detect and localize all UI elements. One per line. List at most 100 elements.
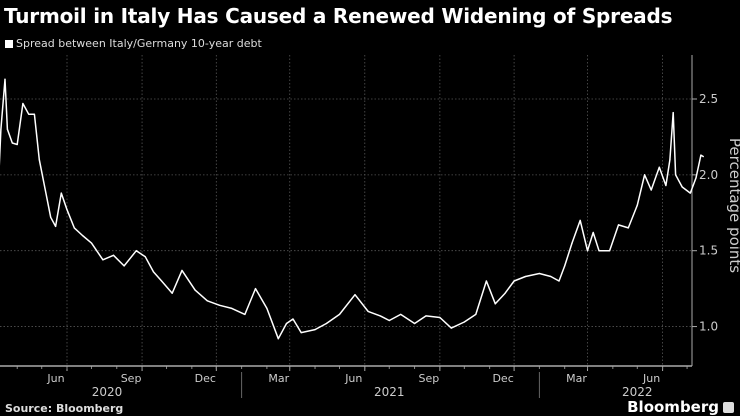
data-point (450, 327, 452, 329)
data-point (60, 192, 62, 194)
data-point (636, 204, 638, 206)
data-point (102, 259, 104, 261)
data-point (4, 78, 6, 80)
data-point (463, 321, 465, 323)
data-point (28, 113, 30, 115)
data-point (152, 271, 155, 273)
data-point (135, 250, 137, 252)
bloomberg-chart-icon (723, 402, 734, 413)
y-tick-label: 2.5 (699, 92, 718, 106)
data-point (171, 292, 173, 294)
data-point (338, 313, 341, 316)
data-point (524, 275, 527, 278)
x-tick-label: Mar (566, 372, 587, 385)
data-point (244, 313, 246, 316)
data-point (181, 269, 183, 272)
source-note: Source: Bloomberg (5, 402, 124, 415)
data-point (650, 189, 652, 191)
data-point (161, 280, 163, 282)
data-point (81, 234, 84, 237)
data-point (277, 338, 279, 340)
data-point (90, 242, 93, 244)
data-point (485, 280, 487, 282)
data-point (388, 319, 390, 322)
data-point (681, 186, 683, 188)
data-point (206, 300, 208, 302)
data-point (592, 231, 594, 234)
data-point (54, 225, 57, 228)
data-point (6, 128, 9, 130)
x-tick-label: Sep (121, 372, 142, 385)
x-tick-label: Jun (46, 372, 64, 385)
data-point (558, 280, 560, 282)
data-point (672, 112, 674, 114)
data-point (16, 143, 18, 146)
data-point (538, 272, 540, 275)
data-point (300, 332, 302, 334)
data-point (0, 128, 2, 130)
x-tick-label: Mar (268, 372, 289, 385)
data-point (504, 292, 506, 294)
data-point (617, 224, 620, 226)
data-point (194, 289, 196, 291)
data-point (73, 227, 75, 229)
series-line (0, 78, 704, 340)
data-point (22, 102, 24, 105)
data-point (644, 174, 646, 176)
data-point (354, 294, 356, 296)
brand-name: Bloomberg (627, 398, 719, 416)
data-point (314, 328, 316, 331)
data-point (702, 156, 704, 158)
data-point (38, 159, 40, 161)
legend-swatch-icon (5, 39, 13, 48)
data-point (112, 254, 115, 256)
data-point (144, 256, 146, 258)
data-point (550, 275, 552, 278)
data-point (254, 288, 257, 290)
x-tick-label: Jun (344, 372, 362, 385)
data-point (218, 304, 221, 306)
data-point (50, 216, 52, 218)
data-point (292, 318, 294, 320)
x-tick-label: Dec (492, 372, 513, 385)
data-point (669, 159, 671, 161)
data-point (608, 250, 611, 252)
data-point (564, 265, 566, 267)
y-tick-label: 1.5 (699, 244, 718, 258)
data-point (513, 280, 515, 282)
brand-logo: Bloomberg (627, 400, 734, 415)
data-point (266, 307, 268, 309)
y-tick-label: 1.0 (699, 320, 718, 334)
data-point (658, 166, 660, 168)
data-point (627, 227, 629, 229)
x-tick-label: Jun (642, 372, 660, 385)
x-tick-label: Sep (418, 372, 439, 385)
data-point (33, 113, 35, 115)
data-point (379, 315, 381, 317)
x-year-label: 2022 (622, 385, 653, 399)
data-point (675, 174, 677, 176)
data-point (413, 322, 416, 325)
data-point (598, 250, 600, 252)
data-point (325, 322, 328, 325)
data-point (689, 192, 691, 194)
data-point (579, 219, 581, 221)
data-point (11, 142, 13, 144)
data-point (571, 242, 573, 244)
data-point (285, 322, 288, 325)
legend-label: Spread between Italy/Germany 10-year deb… (16, 37, 262, 50)
data-point (695, 177, 697, 179)
legend: Spread between Italy/Germany 10-year deb… (5, 37, 262, 50)
x-year-label: 2021 (374, 385, 405, 399)
chart-title: Turmoil in Italy Has Caused a Renewed Wi… (4, 4, 673, 28)
data-point (665, 184, 667, 187)
data-point (400, 313, 402, 316)
y-axis-label: Percentage points (726, 138, 740, 273)
data-point (586, 250, 589, 252)
data-point (425, 315, 427, 317)
x-tick-label: Dec (195, 372, 216, 385)
y-tick-label: 2.0 (699, 168, 718, 182)
data-point (231, 307, 233, 309)
data-point (66, 209, 68, 211)
